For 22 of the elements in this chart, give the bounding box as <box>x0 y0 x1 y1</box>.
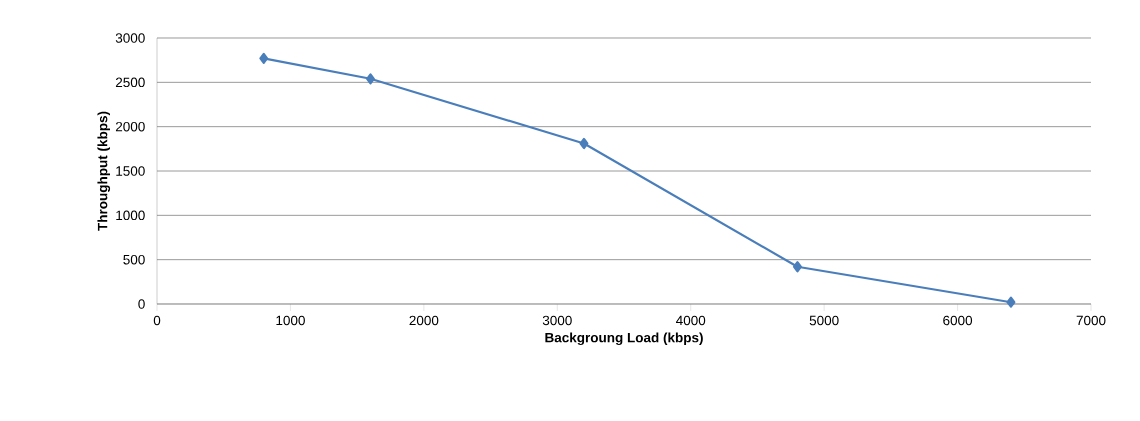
x-tick-label: 2000 <box>409 315 439 326</box>
x-tick-label: 4000 <box>676 315 706 326</box>
y-tick-label: 2500 <box>115 77 145 88</box>
y-tick-label: 1500 <box>116 166 145 176</box>
point <box>793 261 802 273</box>
x-tick-label: 7000 <box>1076 315 1106 326</box>
x-axis-title: Backgroung Load (kbps) <box>545 332 703 346</box>
point <box>259 52 269 64</box>
y-tick-label: 3000 <box>115 33 145 43</box>
x-tick-label: 1000 <box>276 315 305 326</box>
y-tick-label: 1000 <box>116 210 145 221</box>
x-tick-label: 6000 <box>943 315 973 326</box>
x-tick-label: 3000 <box>542 315 572 326</box>
point <box>1006 296 1016 308</box>
x-tick-label: 5000 <box>809 315 839 326</box>
x-tick-label: 0 <box>153 315 161 326</box>
y-tick-label: 500 <box>123 254 145 265</box>
y-axis-title: Throughput (kbps) <box>97 111 111 231</box>
point <box>366 73 375 85</box>
y-tick-label: 0 <box>138 299 145 309</box>
point <box>579 137 589 150</box>
y-tick-label: 2000 <box>115 121 145 132</box>
